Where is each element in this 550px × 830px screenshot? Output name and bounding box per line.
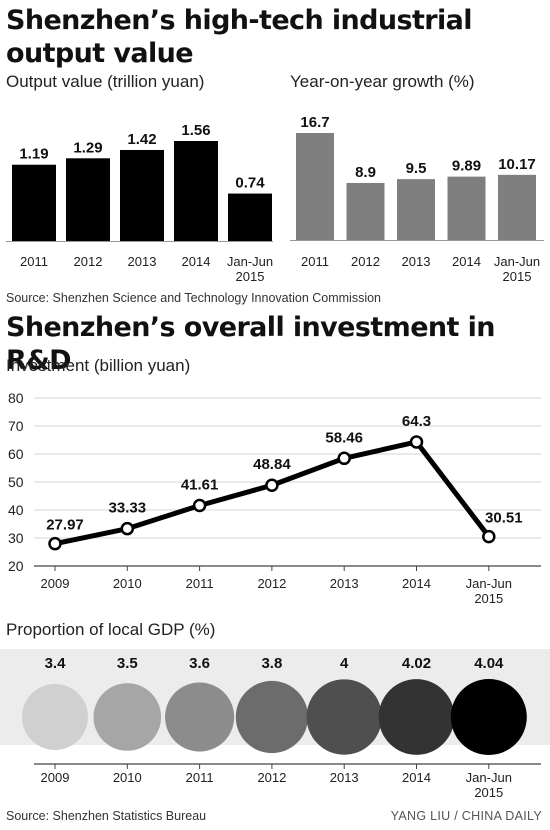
output-category-label: 2012 [74,254,103,269]
growth-category-label: 2012 [351,254,380,269]
investment-category-label: 2011 [186,576,214,591]
gdp-category-label: 2011 [186,770,214,785]
investment-category-label: 2010 [113,576,142,591]
growth-category-label: 2011 [301,254,329,269]
output-bar [66,158,110,241]
growth-subtitle: Year-on-year growth (%) [290,72,475,91]
credit-line: YANG LIU / CHINA DAILY [390,809,542,823]
y-tick-label: 50 [8,474,24,490]
investment-point [265,478,279,492]
output-value-label: 1.42 [127,131,156,148]
gdp-category-label: Jan-Jun 2015 [466,770,512,800]
growth-category-label: 2013 [402,254,431,269]
gdp-bubble [93,683,162,751]
output-category-label: 2011 [20,254,48,269]
gdp-value-label: 4 [340,655,349,672]
output-category-label: Jan-Jun 2015 [227,254,273,284]
gdp-value-label: 4.02 [402,655,431,672]
gdp-bubble [235,680,309,754]
gdp-proportion-subtitle: Proportion of local GDP (%) [6,620,216,639]
output-value-label: 0.74 [235,175,265,192]
growth-bar [346,182,385,240]
chart-title-rd: Shenzhen’s overall investment in R&D [6,312,496,376]
growth-bar [296,133,334,240]
y-tick-label: 40 [8,502,24,518]
source-note-1: Source: Shenzhen Science and Technology … [6,291,381,305]
y-tick-label: 30 [8,530,24,546]
investment-point [409,435,424,449]
output-category-label: 2014 [182,254,211,269]
output-category-label: 2013 [128,254,157,269]
output-value-label: 1.56 [181,122,210,139]
gdp-category-label: 2010 [113,770,142,785]
gdp-value-label: 4.04 [474,655,504,672]
gdp-category-label: 2014 [402,770,431,785]
y-tick-label: 70 [8,418,24,434]
output-value-label: 1.29 [73,139,102,156]
investment-value-label: 41.61 [181,476,219,493]
investment-category-label: 2012 [257,576,286,591]
growth-value-label: 9.89 [452,158,481,175]
gdp-value-label: 3.5 [117,655,138,672]
investment-subtitle: Investment (billion yuan) [6,356,191,375]
investment-category-label: Jan-Jun 2015 [466,576,512,606]
investment-point [120,521,135,536]
investment-point [482,529,496,544]
investment-value-label: 30.51 [485,510,523,527]
growth-value-label: 8.9 [355,164,376,181]
gdp-value-label: 3.8 [261,655,282,672]
gdp-bubble [306,679,382,755]
output-value-subtitle: Output value (trillion yuan) [6,72,205,91]
growth-bar [447,176,486,240]
output-bar [120,149,164,241]
gdp-value-label: 3.6 [189,655,210,672]
investment-point [48,536,62,551]
growth-value-label: 9.5 [406,160,427,177]
growth-value-label: 16.7 [300,114,329,131]
output-bar [228,193,272,241]
gdp-bubble [22,684,88,750]
investment-category-label: 2009 [41,576,70,591]
gdp-bubble [165,682,235,752]
gdp-value-label: 3.4 [45,655,67,672]
investment-value-label: 58.46 [325,429,363,446]
growth-category-label: Jan-Jun 2015 [494,254,540,284]
investment-point [337,451,351,466]
chart-title-output: Shenzhen’s high-tech industrial output v… [6,5,473,69]
investment-category-label: 2014 [402,576,431,591]
y-tick-label: 60 [8,446,24,462]
gdp-category-label: 2009 [41,770,70,785]
investment-value-label: 64.3 [402,413,431,430]
gdp-category-label: 2013 [330,770,359,785]
growth-bar [397,179,435,240]
y-tick-label: 20 [8,558,24,574]
gdp-bubble [378,679,455,755]
growth-value-label: 10.17 [498,156,536,173]
investment-value-label: 33.33 [109,500,147,517]
investment-category-label: 2013 [330,576,359,591]
y-tick-label: 80 [8,390,24,406]
growth-bar [498,174,536,240]
gdp-category-label: 2012 [257,770,286,785]
output-value-label: 1.19 [19,146,48,163]
investment-value-label: 27.97 [46,517,84,534]
output-bar [174,141,218,241]
growth-category-label: 2014 [452,254,481,269]
investment-point [192,498,207,513]
output-bar [12,164,56,241]
gdp-bubble [450,679,527,755]
source-note-2: Source: Shenzhen Statistics Bureau [6,809,207,823]
investment-value-label: 48.84 [253,456,291,473]
